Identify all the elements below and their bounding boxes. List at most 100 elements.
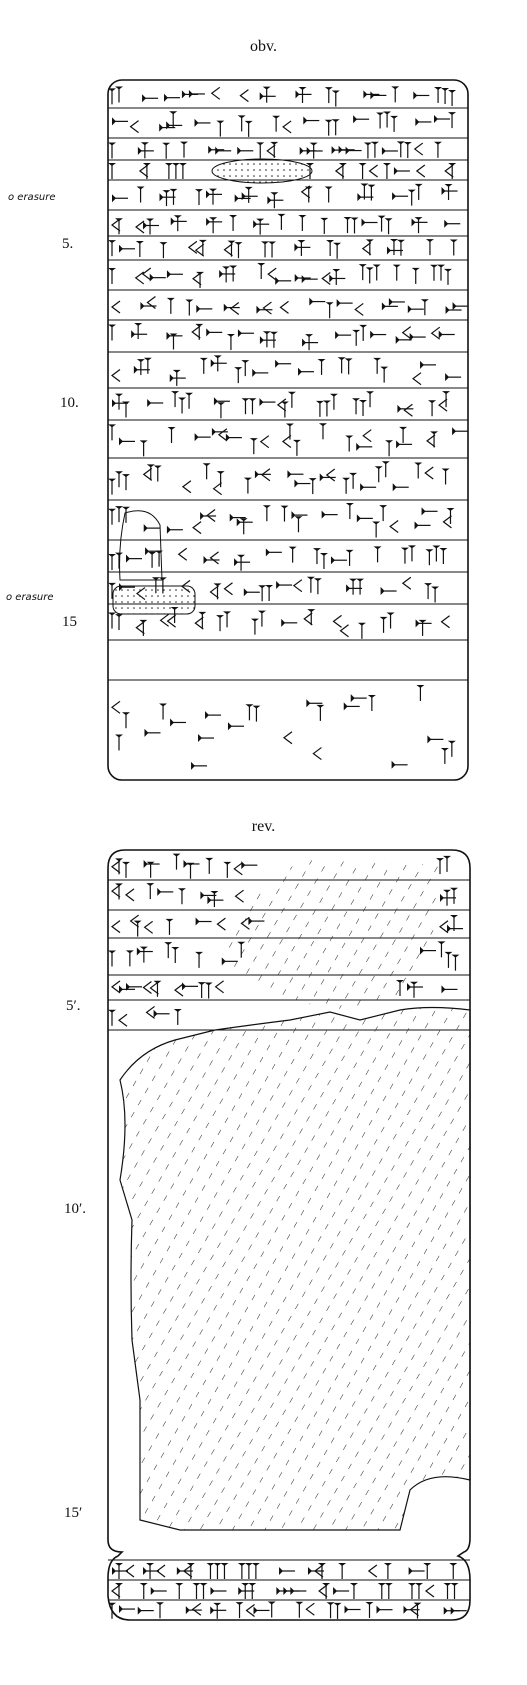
cuneiform-wedge bbox=[129, 120, 139, 134]
cuneiform-wedge bbox=[122, 474, 130, 491]
cuneiform-wedge bbox=[403, 403, 413, 417]
cuneiform-wedge bbox=[424, 583, 433, 600]
cuneiform-wedge bbox=[155, 1602, 164, 1619]
cuneiform-wedge bbox=[146, 295, 156, 309]
cuneiform-wedge bbox=[170, 217, 187, 226]
cuneiform-wedge bbox=[389, 239, 398, 256]
cuneiform-wedge bbox=[229, 265, 238, 282]
cuneiform-wedge bbox=[182, 982, 199, 991]
cuneiform-wedge bbox=[169, 333, 178, 350]
cuneiform-wedge bbox=[198, 611, 207, 628]
cuneiform-wedge bbox=[412, 372, 422, 386]
cuneiform-wedge bbox=[205, 711, 222, 720]
cuneiform-wedge bbox=[138, 164, 149, 178]
cuneiform-wedge bbox=[265, 585, 274, 602]
cuneiform-wedge bbox=[414, 183, 423, 200]
cuneiform-wedge bbox=[192, 1583, 201, 1599]
cuneiform-wedge bbox=[205, 857, 214, 874]
cuneiform-wedge bbox=[281, 434, 292, 448]
cuneiform-wedge bbox=[424, 466, 434, 480]
cuneiform-wedge bbox=[173, 1008, 182, 1025]
cuneiform-wedge bbox=[258, 585, 267, 602]
cuneiform-wedge bbox=[432, 545, 441, 562]
cuneiform-wedge bbox=[345, 435, 354, 452]
cuneiform-wedge bbox=[448, 90, 457, 107]
reverse-line-number-15: 15′ bbox=[64, 1505, 83, 1521]
cuneiform-wedge bbox=[372, 264, 381, 281]
cuneiform-wedge bbox=[253, 220, 270, 229]
cuneiform-wedge bbox=[292, 579, 303, 593]
cuneiform-wedge bbox=[396, 141, 405, 158]
cuneiform-wedge bbox=[139, 946, 148, 963]
cuneiform-wedge bbox=[108, 240, 116, 257]
cuneiform-wedge bbox=[384, 1583, 393, 1599]
cuneiform-wedge bbox=[349, 472, 358, 489]
cuneiform-wedge bbox=[356, 514, 373, 523]
cuneiform-wedge bbox=[407, 189, 416, 206]
cuneiform-wedge bbox=[178, 397, 187, 414]
cuneiform-wedge bbox=[135, 240, 144, 257]
cuneiform-wedge bbox=[195, 951, 204, 968]
cuneiform-wedge bbox=[379, 616, 388, 633]
cuneiform-wedge bbox=[409, 333, 426, 342]
cuneiform-wedge bbox=[262, 86, 271, 103]
cuneiform-wedge bbox=[330, 556, 347, 565]
cuneiform-wedge bbox=[115, 86, 123, 103]
cuneiform-wedge bbox=[229, 513, 246, 522]
cuneiform-wedge bbox=[227, 240, 236, 257]
cuneiform-wedge bbox=[448, 163, 457, 179]
cuneiform-wedge bbox=[192, 521, 202, 535]
cuneiform-wedge bbox=[234, 558, 251, 567]
cuneiform-wedge bbox=[185, 1606, 202, 1615]
cuneiform-wedge bbox=[115, 734, 123, 751]
cuneiform-wedge bbox=[365, 1601, 374, 1618]
cuneiform-wedge bbox=[316, 704, 325, 721]
cuneiform-wedge bbox=[447, 740, 456, 757]
cuneiform-wedge bbox=[420, 299, 429, 316]
cuneiform-wedge bbox=[359, 400, 368, 417]
cuneiform-wedge bbox=[171, 391, 180, 408]
cuneiform-wedge bbox=[136, 947, 153, 956]
cuneiform-wedge bbox=[249, 438, 258, 455]
cuneiform-wedge bbox=[306, 576, 315, 593]
cuneiform-wedge bbox=[338, 163, 347, 179]
cuneiform-wedge bbox=[119, 985, 135, 994]
cuneiform-wedge bbox=[209, 585, 219, 599]
cuneiform-wedge bbox=[337, 357, 346, 374]
cuneiform-wedge bbox=[216, 402, 225, 419]
cuneiform-wedge bbox=[370, 91, 387, 100]
cuneiform-wedge bbox=[333, 242, 342, 259]
cuneiform-wedge bbox=[202, 463, 211, 480]
cuneiform-wedge bbox=[386, 612, 395, 629]
cuneiform-wedge bbox=[143, 221, 160, 230]
cuneiform-wedge bbox=[282, 120, 292, 134]
cuneiform-wedge bbox=[153, 980, 162, 997]
cuneiform-wedge bbox=[324, 186, 333, 203]
cuneiform-wedge bbox=[349, 1583, 358, 1599]
cuneiform-wedge bbox=[359, 324, 368, 341]
cuneiform-wedge bbox=[172, 853, 181, 870]
cuneiform-wedge bbox=[356, 578, 365, 595]
cuneiform-wedge bbox=[196, 304, 213, 313]
cuneiform-wedge bbox=[225, 433, 242, 442]
cuneiform-wedge bbox=[140, 302, 157, 311]
cuneiform-wedge bbox=[134, 323, 143, 340]
cuneiform-wedge bbox=[268, 241, 277, 258]
cuneiform-wedge bbox=[220, 1563, 229, 1579]
cuneiform-wedge bbox=[329, 274, 346, 283]
cuneiform-wedge bbox=[438, 330, 455, 339]
cuneiform-wedge bbox=[174, 983, 184, 997]
cuneiform-wedge bbox=[280, 401, 289, 418]
cuneiform-wedge bbox=[339, 624, 349, 638]
cuneiform-wedge bbox=[210, 891, 219, 908]
cuneiform-wedge bbox=[442, 515, 452, 529]
cuneiform-wedge bbox=[446, 507, 455, 524]
obverse-erasure-note-2: o erasure bbox=[6, 592, 54, 603]
cuneiform-wedge bbox=[108, 267, 116, 284]
cuneiform-wedge bbox=[259, 92, 276, 101]
cuneiform-wedge bbox=[436, 264, 445, 281]
cuneiform-wedge bbox=[241, 192, 258, 201]
cuneiform-wedge bbox=[210, 86, 221, 100]
cuneiform-wedge bbox=[449, 1563, 458, 1579]
cuneiform-wedge bbox=[222, 266, 231, 283]
